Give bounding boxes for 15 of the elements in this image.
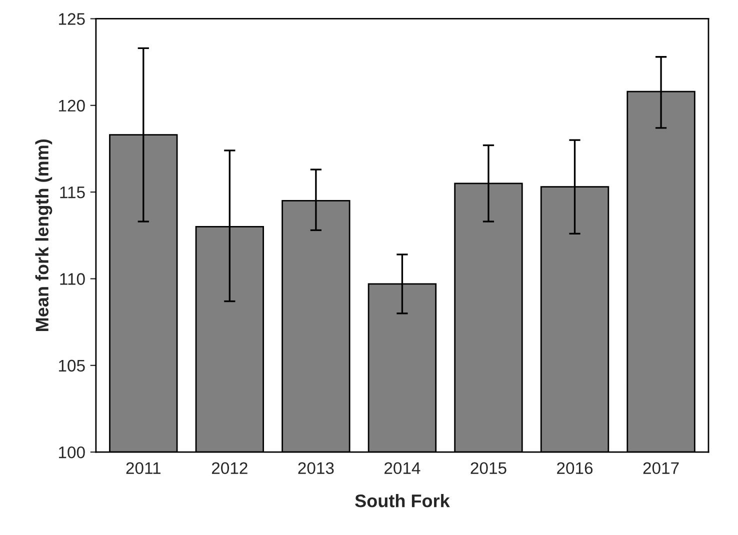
x-tick-label: 2016 [557, 462, 593, 474]
x-tick-label: 2015 [470, 462, 506, 474]
y-tick-label: 110 [60, 273, 85, 285]
y-tick-label: 120 [58, 100, 85, 112]
x-tick-label: 2011 [126, 462, 161, 474]
y-tick-label: 115 [60, 186, 85, 198]
x-tick-label: 2013 [298, 462, 334, 474]
y-tick-label: 125 [58, 13, 85, 25]
y-axis-title: Mean fork length (mm) [35, 139, 52, 331]
x-tick-label: 2017 [643, 462, 679, 474]
x-tick-label: 2012 [212, 462, 248, 474]
y-tick-label: 100 [58, 446, 85, 458]
y-tick-label: 105 [58, 360, 85, 372]
x-tick-label: 2014 [384, 462, 420, 474]
x-axis-title: South Fork [355, 494, 450, 508]
